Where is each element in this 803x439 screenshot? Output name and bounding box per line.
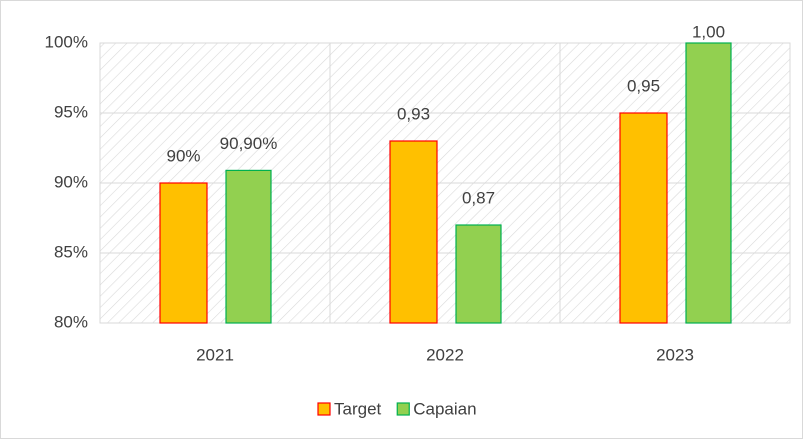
data-label: 90,90% [220,134,278,153]
bar [619,112,668,324]
y-tick-label: 85% [54,242,88,261]
legend-label: Target [334,399,382,418]
x-tick-label: 2022 [426,345,464,364]
x-tick-label: 2023 [656,345,694,364]
data-label: 0,87 [462,188,495,207]
y-tick-label: 100% [45,32,88,51]
y-tick-label: 90% [54,172,88,191]
bar [685,42,732,324]
legend-label: Capaian [413,399,476,418]
data-label: 0,93 [397,104,430,123]
x-tick-label: 2021 [196,345,234,364]
data-label: 90% [166,146,200,165]
legend-swatch [396,402,410,416]
legend-swatch [317,402,331,416]
y-tick-label: 95% [54,102,88,121]
data-label: 0,95 [627,76,660,95]
y-tick-label: 80% [54,312,88,331]
bar [455,224,502,324]
bar [389,140,438,324]
data-label: 1,00 [692,22,725,41]
bar [159,182,208,324]
bar [225,169,272,324]
